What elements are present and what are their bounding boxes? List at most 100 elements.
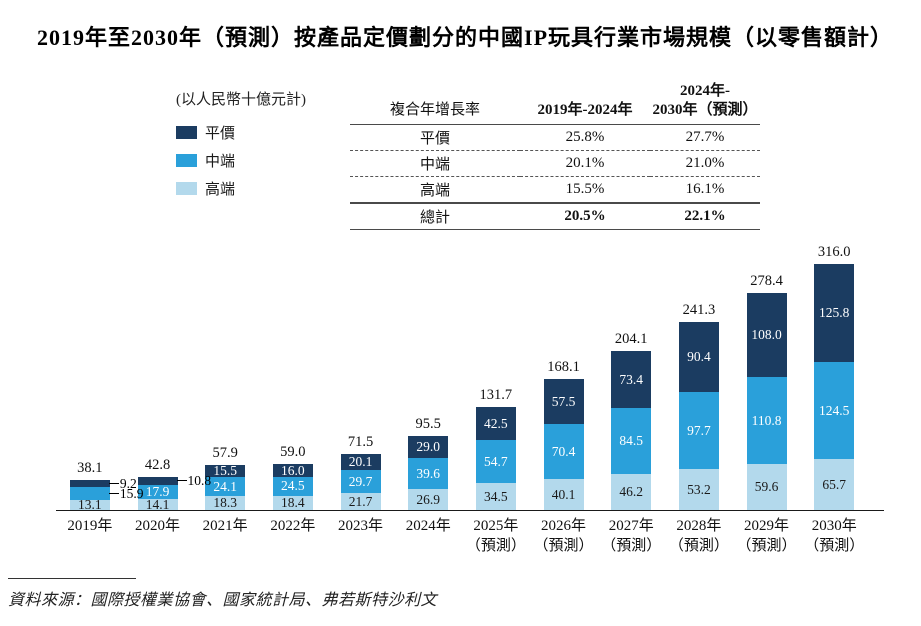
bar-group-2023年: 71.5 20.1 29.7 21.7: [327, 434, 395, 510]
bar-group-2026年: 168.1 57.5 70.4 40.1: [530, 359, 598, 510]
bar-segment-高端: 21.7: [340, 493, 381, 510]
cagr-header-metric: 複合年增長率: [389, 101, 480, 118]
bar-segment-平價: 20.1: [340, 454, 381, 470]
x-axis-label-2019年: 2019年: [67, 518, 113, 534]
bar-group-2021年: 57.9 15.5 24.1 18.3: [191, 445, 259, 510]
table-row-gaoduan: 高端 15.5% 16.1%: [350, 176, 760, 203]
x-axis-label-2021年: 2021年: [202, 518, 248, 534]
bar-segment-高端: 40.1: [543, 478, 584, 510]
segment-value-label: 24.5: [281, 478, 305, 494]
segment-value-label: 59.6: [754, 479, 779, 494]
table-row-total: 總計 20.5% 22.1%: [350, 203, 760, 229]
segment-value-label-outside: 15.9: [108, 486, 143, 502]
bar-segment-高端: 14.1: [137, 496, 178, 512]
bar-segment-高端: 34.5: [475, 483, 516, 510]
legend-label-zhongduan: 中端: [205, 154, 236, 170]
bar-group-2025年: 131.7 42.5 54.7 34.5: [462, 387, 530, 510]
segment-value-label: 18.4: [281, 495, 305, 511]
legend-swatch-zhongduan-icon: [176, 154, 197, 167]
row-label: 平價: [419, 130, 450, 147]
bar-segment-高端: 26.9: [408, 489, 449, 510]
stacked-bar: 73.4 84.5 46.2: [611, 350, 652, 510]
bar-segment-中端: 54.7: [475, 440, 516, 484]
stacked-bar: 15.5 24.1 18.3: [205, 464, 246, 510]
segment-value-label: 16.0: [281, 462, 305, 478]
stacked-bar: 108.0 110.8 59.6: [746, 292, 787, 510]
segment-value-label: 29.7: [348, 473, 373, 489]
leader-line: [176, 480, 187, 482]
x-axis-label-2023年: 2023年: [338, 518, 384, 534]
segment-value-label-outside: 10.8: [176, 473, 211, 489]
bar-segment-平價: 42.5: [475, 407, 516, 441]
bar-segment-中端: 29.7: [340, 469, 381, 494]
row-label: 中端: [419, 156, 450, 173]
bar-total-label: 95.5: [415, 415, 441, 432]
leader-line: [108, 493, 119, 495]
segment-value-label: 17.9: [145, 484, 170, 500]
legend-swatch-gaoduan-icon: [176, 182, 197, 195]
bar-segment-中端: 70.4: [543, 423, 584, 479]
x-axis-label-2026年: 2026年 （預測）: [533, 518, 594, 555]
segment-value-label: 65.7: [822, 476, 847, 492]
x-axis-labels: 2019年 2020年 2021年 2022年 2023年 2024年 2025年 （預測） 2…: [56, 516, 884, 557]
row-value: 16.1%: [685, 180, 725, 197]
bar-segment-平價: 9.2: [69, 476, 137, 491]
cagr-header-period2-line2: 2030年（預測）: [652, 101, 758, 118]
bar-total-label: 131.7: [479, 387, 513, 404]
bar-segment-中端: 84.5: [611, 408, 652, 474]
bar-segment-平價: 125.8: [814, 263, 855, 362]
segment-value-label: 20.1: [348, 454, 373, 470]
bar-segment-平價: 29.0: [408, 435, 449, 459]
segment-value-label: 39.6: [416, 465, 440, 481]
bar-segment-中端: 97.7: [678, 392, 719, 469]
bar-total-label: 42.8: [144, 456, 171, 473]
row-value: 21.0%: [685, 154, 725, 171]
legend-swatch-pingjia-icon: [176, 126, 197, 139]
legend-label-gaoduan: 高端: [205, 182, 236, 198]
bar-total-label: 71.5: [347, 434, 374, 451]
bar-group-2020年: 42.8 10.8 17.9 14.1: [124, 456, 211, 512]
bar-segment-高端: 18.4: [272, 495, 313, 511]
bar-total-label: 278.4: [750, 272, 783, 289]
segment-value-label: 21.7: [348, 493, 373, 509]
row-value: 25.8%: [565, 128, 605, 145]
segment-value-label: 46.2: [619, 484, 644, 500]
bar-total-label: 38.1: [77, 460, 103, 477]
stacked-bar: 42.5 54.7 34.5: [475, 407, 516, 510]
segment-value-label: 84.5: [619, 433, 644, 449]
x-axis-label-2025年: 2025年 （預測）: [465, 518, 526, 555]
cagr-header-period2: 2024年- 2030年（預測）: [650, 80, 760, 124]
bar-segment-高端: 59.6: [746, 463, 787, 510]
stacked-bar: 125.8 124.5 65.7: [814, 263, 855, 510]
segment-value-label: 108.0: [751, 327, 782, 343]
bar-group-2019年: 38.1 9.2 15.9 13.1: [56, 460, 143, 513]
segment-value-label: 40.1: [551, 486, 576, 502]
legend-item-zhongduan: 中端: [176, 150, 306, 171]
bar-total-label: 241.3: [682, 301, 716, 318]
source-block: 資料來源：國際授權業協會、國家統計局、弗若斯特沙利文: [8, 578, 437, 610]
legend-item-pingjia: 平價: [176, 122, 306, 143]
row-value: 20.5%: [564, 207, 606, 224]
segment-value-label: 14.1: [145, 496, 170, 512]
source-text: 資料來源：國際授權業協會、國家統計局、弗若斯特沙利文: [8, 592, 438, 609]
bar-segment-高端: 46.2: [611, 474, 652, 510]
bar-segment-中端: 39.6: [408, 458, 449, 489]
bar-total-label: 204.1: [614, 330, 648, 347]
stacked-bar: 90.4 97.7 53.2: [678, 321, 719, 510]
bar-segment-高端: 13.1: [69, 497, 110, 513]
segment-value-label: 34.5: [484, 488, 508, 504]
bar-segment-中端: 15.9: [69, 486, 143, 501]
bar-segment-中端: 110.8: [746, 377, 787, 464]
bar-total-label: 57.9: [212, 444, 238, 461]
bar-group-2024年: 95.5 29.0 39.6 26.9: [394, 416, 462, 510]
legend: (以人民幣十億元計) 平價 中端 高端: [176, 88, 306, 206]
x-axis-label-2020年: 2020年: [135, 518, 181, 534]
segment-value-label-outside: 9.2: [108, 476, 137, 492]
stacked-bar: 20.1 29.7 21.7: [340, 454, 381, 510]
legend-item-gaoduan: 高端: [176, 178, 306, 199]
segment-value-label: 13.1: [78, 497, 102, 513]
bar-group-2029年: 278.4 108.0 110.8 59.6: [733, 273, 801, 510]
bar-segment-高端: 18.3: [205, 495, 246, 510]
bar-segment-中端: 24.5: [272, 476, 313, 496]
